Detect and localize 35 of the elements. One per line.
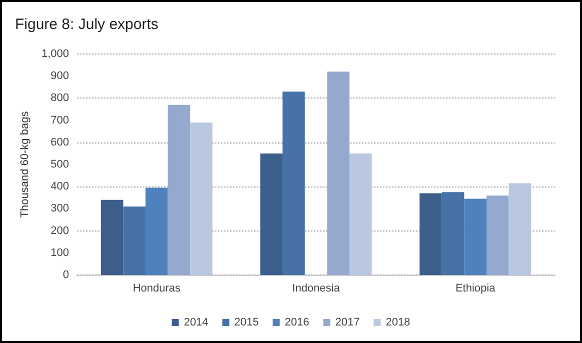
bar [349, 153, 372, 275]
y-tick-label: 300 [50, 202, 69, 215]
y-tick-label: 600 [50, 136, 69, 148]
bar [100, 200, 124, 275]
x-tick-label: Ethiopia [455, 282, 496, 294]
y-tick-label: 0 [62, 269, 69, 281]
x-tick-label: Indonesia [292, 282, 341, 294]
y-tick-label: 400 [50, 180, 69, 193]
bar [464, 198, 486, 275]
y-tick-label: 900 [50, 70, 69, 82]
bar [282, 92, 305, 275]
legend-label: 2017 [335, 316, 360, 328]
legend-label: 2016 [284, 316, 310, 328]
bar [260, 153, 283, 275]
bar [123, 206, 146, 275]
x-tick-label: Honduras [132, 282, 182, 294]
bar [508, 183, 532, 275]
legend-label: 2015 [234, 316, 259, 328]
legend-label: 2014 [184, 316, 208, 328]
y-tick-label: 200 [50, 224, 69, 237]
y-tick-label: 1,000 [41, 48, 69, 60]
bar [486, 195, 509, 275]
y-tick-label: 700 [50, 114, 69, 126]
y-tick-label: 100 [50, 246, 69, 259]
bar [420, 193, 442, 275]
bar [327, 72, 350, 275]
y-tick-label: 800 [50, 92, 69, 104]
bar [442, 192, 464, 275]
bar [190, 122, 212, 275]
bar [168, 104, 190, 275]
bar [146, 188, 168, 275]
y-axis-title: Thousand 60-kg bags [19, 110, 32, 218]
legend-label: 2018 [386, 316, 410, 328]
y-tick-label: 500 [50, 158, 69, 170]
chart-title: Figure 8: July exports [15, 16, 158, 33]
